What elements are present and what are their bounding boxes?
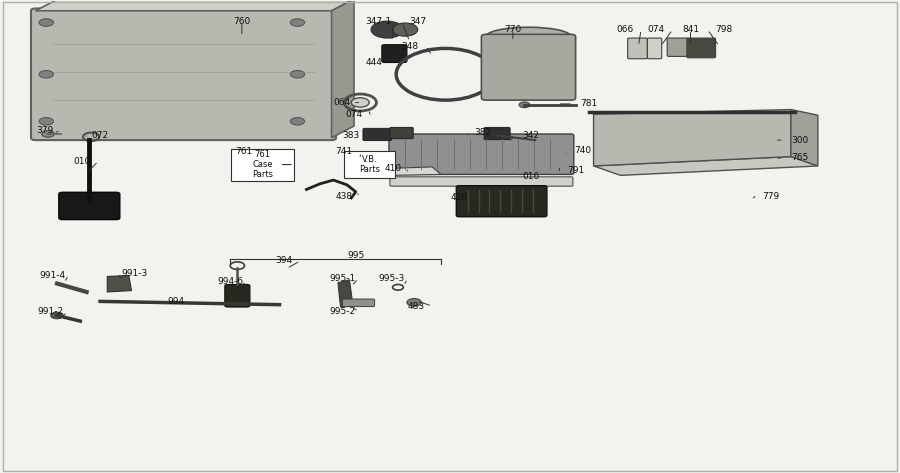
Text: 760: 760 <box>233 17 250 26</box>
Text: 420: 420 <box>451 193 467 202</box>
Circle shape <box>291 117 304 125</box>
Text: 016: 016 <box>522 172 539 181</box>
Text: 994-6: 994-6 <box>217 277 243 286</box>
Text: 074: 074 <box>648 25 665 34</box>
Text: 781: 781 <box>580 99 598 108</box>
Text: 779: 779 <box>762 192 779 201</box>
Text: 841: 841 <box>682 25 699 34</box>
Text: V.B.
Parts: V.B. Parts <box>359 155 380 174</box>
FancyBboxPatch shape <box>225 284 250 307</box>
FancyBboxPatch shape <box>390 127 413 139</box>
FancyBboxPatch shape <box>647 38 662 59</box>
Circle shape <box>41 131 54 137</box>
Circle shape <box>39 19 53 26</box>
Text: 064: 064 <box>334 98 351 107</box>
Text: 342: 342 <box>522 131 539 140</box>
Text: 347: 347 <box>410 17 427 26</box>
FancyBboxPatch shape <box>456 186 547 217</box>
Text: 438: 438 <box>336 192 353 201</box>
Polygon shape <box>392 167 441 175</box>
Ellipse shape <box>486 27 572 46</box>
Text: 394: 394 <box>275 256 292 265</box>
Text: 765: 765 <box>791 153 808 162</box>
Circle shape <box>371 21 403 38</box>
Polygon shape <box>107 276 131 292</box>
Circle shape <box>39 70 53 78</box>
Text: 991-4: 991-4 <box>40 271 66 280</box>
Circle shape <box>519 102 530 108</box>
Polygon shape <box>338 280 353 307</box>
Text: 770: 770 <box>504 25 521 34</box>
FancyBboxPatch shape <box>31 9 336 140</box>
Text: 791: 791 <box>567 166 584 175</box>
Text: 382: 382 <box>474 128 491 137</box>
Polygon shape <box>35 0 354 11</box>
Text: 991-3: 991-3 <box>122 269 148 278</box>
Text: 383: 383 <box>343 131 360 140</box>
Text: 995-2: 995-2 <box>329 307 356 316</box>
Text: 010: 010 <box>74 157 91 166</box>
Text: 074: 074 <box>346 110 363 119</box>
Circle shape <box>291 70 304 78</box>
Polygon shape <box>594 110 791 166</box>
FancyBboxPatch shape <box>363 128 392 140</box>
FancyBboxPatch shape <box>342 299 374 307</box>
Text: 410: 410 <box>385 164 402 173</box>
Text: 741: 741 <box>336 148 353 157</box>
Text: 379: 379 <box>36 126 53 135</box>
Text: 444: 444 <box>365 58 382 67</box>
FancyBboxPatch shape <box>687 38 716 58</box>
Text: 761: 761 <box>235 148 252 157</box>
FancyBboxPatch shape <box>627 38 647 59</box>
Circle shape <box>291 19 304 26</box>
Text: 300: 300 <box>791 136 808 145</box>
Text: 347-1: 347-1 <box>365 17 392 26</box>
Text: 995: 995 <box>347 251 365 260</box>
Text: 994: 994 <box>167 297 184 306</box>
Polygon shape <box>791 110 818 166</box>
Text: 072: 072 <box>92 131 109 140</box>
Polygon shape <box>594 157 818 175</box>
FancyBboxPatch shape <box>58 193 120 219</box>
FancyBboxPatch shape <box>382 44 407 62</box>
Text: 483: 483 <box>408 302 425 311</box>
FancyBboxPatch shape <box>390 177 573 186</box>
FancyBboxPatch shape <box>389 134 574 175</box>
FancyBboxPatch shape <box>344 151 395 178</box>
FancyBboxPatch shape <box>667 38 688 56</box>
Text: 991-2: 991-2 <box>38 307 64 316</box>
Text: 348: 348 <box>401 42 419 51</box>
FancyBboxPatch shape <box>482 35 576 100</box>
Circle shape <box>50 312 63 319</box>
FancyBboxPatch shape <box>231 149 294 181</box>
Circle shape <box>407 298 421 306</box>
Text: 761
Case
Parts: 761 Case Parts <box>252 149 273 179</box>
Text: 995-3: 995-3 <box>379 274 405 283</box>
Text: 995-1: 995-1 <box>329 274 356 283</box>
Text: 066: 066 <box>616 25 634 34</box>
Circle shape <box>392 23 418 36</box>
Polygon shape <box>331 0 354 138</box>
Text: 798: 798 <box>715 25 733 34</box>
FancyBboxPatch shape <box>484 127 510 140</box>
Circle shape <box>39 117 53 125</box>
Circle shape <box>351 98 369 107</box>
Text: 740: 740 <box>574 147 591 156</box>
